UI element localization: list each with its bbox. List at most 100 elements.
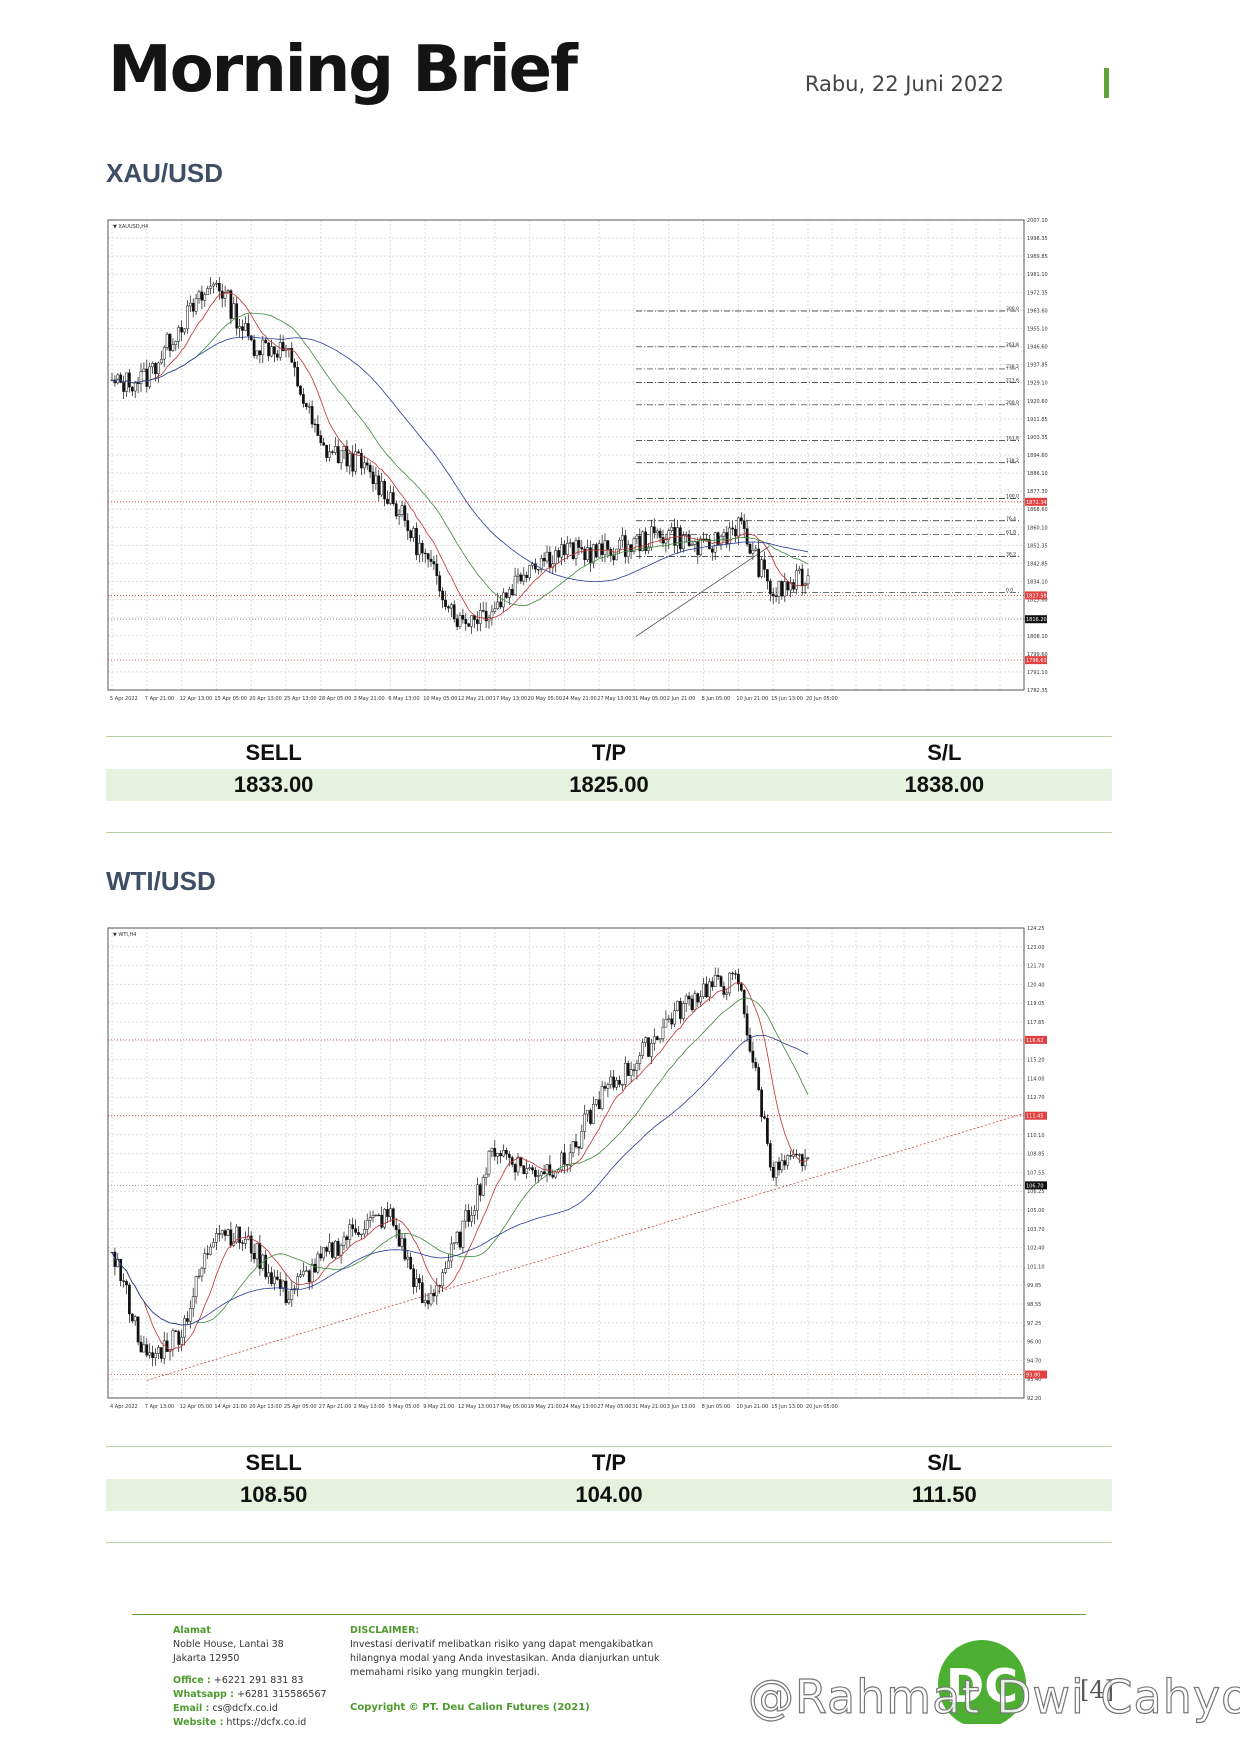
candle-body bbox=[699, 538, 703, 556]
candle-body bbox=[119, 374, 123, 383]
candle-body bbox=[275, 1276, 279, 1280]
fib-level-label: 300.0 bbox=[1006, 306, 1019, 312]
candle-body bbox=[635, 535, 639, 540]
candle-body bbox=[130, 386, 134, 392]
trend-line bbox=[146, 1113, 1025, 1381]
candle-body bbox=[670, 527, 674, 531]
candle-body bbox=[371, 471, 375, 485]
candle-body bbox=[731, 527, 734, 530]
candle-body bbox=[383, 481, 386, 500]
candle-body bbox=[481, 1177, 485, 1196]
candle-body bbox=[403, 1238, 407, 1260]
candle-body bbox=[139, 1341, 143, 1353]
y-tick-label: 1955.10 bbox=[1027, 326, 1048, 332]
section-title-xauusd: XAU/USD bbox=[106, 158, 224, 188]
candle-body bbox=[203, 1253, 207, 1269]
candle-body bbox=[458, 1231, 462, 1248]
price-tag-label: 93.80 bbox=[1026, 1373, 1040, 1379]
candle-body bbox=[128, 372, 131, 388]
x-tick-label: 15 Jun 13:00 bbox=[771, 1404, 803, 1410]
candle-body bbox=[168, 333, 172, 351]
candle-body bbox=[333, 1240, 337, 1258]
candle-body bbox=[496, 1152, 500, 1157]
candle-body bbox=[493, 608, 497, 613]
candle-body bbox=[186, 1318, 189, 1322]
candle-body bbox=[145, 368, 149, 387]
candle-body bbox=[391, 492, 395, 504]
fib-level-label: 138.2 bbox=[1006, 458, 1019, 464]
candle-body bbox=[586, 1109, 589, 1115]
y-tick-label: 1989.85 bbox=[1027, 254, 1048, 260]
candle-body bbox=[380, 481, 384, 496]
x-tick-label: 25 Apr 13:00 bbox=[284, 696, 317, 702]
candle-body bbox=[507, 1153, 511, 1158]
candle-body bbox=[490, 611, 494, 619]
candle-body bbox=[435, 1285, 439, 1297]
candle-body bbox=[505, 592, 508, 598]
candle-body bbox=[261, 339, 265, 356]
candle-body bbox=[473, 1210, 476, 1216]
candle-body bbox=[623, 1063, 627, 1085]
candle-body bbox=[365, 1220, 369, 1230]
candle-body bbox=[513, 1164, 517, 1173]
y-tick-label: 1782.35 bbox=[1027, 688, 1048, 694]
candle-body bbox=[551, 1174, 555, 1178]
candle-body bbox=[409, 1256, 413, 1270]
sl-header: S/L bbox=[927, 740, 962, 765]
candle-body bbox=[554, 1171, 558, 1178]
ma-slow-line bbox=[111, 1034, 809, 1326]
candle-body bbox=[693, 541, 697, 545]
chart-legend: ▼ WTI,H4 bbox=[113, 932, 136, 938]
candle-body bbox=[171, 344, 175, 351]
tp-value: 104.00 bbox=[575, 1482, 643, 1507]
candle-body bbox=[325, 1247, 328, 1252]
candle-body bbox=[742, 520, 746, 529]
candle-body bbox=[690, 544, 694, 546]
candle-body bbox=[476, 1184, 479, 1211]
y-tick-label: 1911.85 bbox=[1027, 417, 1048, 423]
x-tick-label: 8 Jun 05:00 bbox=[702, 1404, 731, 1410]
candle-body bbox=[209, 1246, 212, 1255]
candle-body bbox=[522, 574, 526, 582]
candle-body bbox=[763, 559, 766, 570]
candle-body bbox=[615, 1080, 618, 1088]
candle-body bbox=[464, 619, 468, 624]
email-link[interactable]: cs@dcfx.co.id bbox=[212, 1703, 278, 1714]
ma-fast-line bbox=[111, 981, 809, 1351]
candle-body bbox=[664, 539, 668, 544]
candle-body bbox=[290, 348, 294, 363]
candle-body bbox=[696, 993, 700, 1003]
candle-body bbox=[188, 302, 192, 307]
candle-body bbox=[299, 1274, 302, 1277]
candle-body bbox=[748, 543, 752, 554]
candle-body bbox=[626, 544, 630, 557]
candle-body bbox=[212, 283, 215, 287]
y-tick-label: 1842.85 bbox=[1027, 561, 1048, 567]
candle-body bbox=[586, 547, 589, 560]
candle-body bbox=[592, 1104, 595, 1124]
candle-body bbox=[467, 623, 471, 627]
y-tick-label: 103.70 bbox=[1027, 1227, 1045, 1233]
tp-header: T/P bbox=[591, 740, 627, 765]
y-tick-label: 120.40 bbox=[1027, 982, 1045, 988]
candle-body bbox=[241, 1242, 244, 1244]
section-title-wtiusd: WTI/USD bbox=[106, 866, 216, 896]
candle-body bbox=[406, 1256, 410, 1260]
candle-body bbox=[139, 371, 143, 385]
price-tag bbox=[1025, 497, 1047, 506]
fib-level-label: 261.8 bbox=[1006, 342, 1019, 348]
candle-body bbox=[409, 530, 413, 539]
candle-body bbox=[629, 1069, 633, 1076]
ma-fast-line bbox=[111, 291, 809, 620]
y-tick-label: 99.85 bbox=[1027, 1283, 1041, 1289]
x-tick-label: 10 Jun 21:00 bbox=[736, 1404, 768, 1410]
x-tick-label: 19 May 21:00 bbox=[528, 1404, 562, 1410]
candle-body bbox=[423, 1300, 427, 1303]
candle-body bbox=[708, 981, 711, 998]
candle-body bbox=[461, 1220, 465, 1248]
candle-body bbox=[519, 1156, 523, 1166]
website-link[interactable]: https://dcfx.co.id bbox=[226, 1717, 307, 1728]
candle-body bbox=[145, 1344, 149, 1356]
candle-body bbox=[441, 1272, 444, 1287]
candle-body bbox=[589, 1109, 592, 1124]
